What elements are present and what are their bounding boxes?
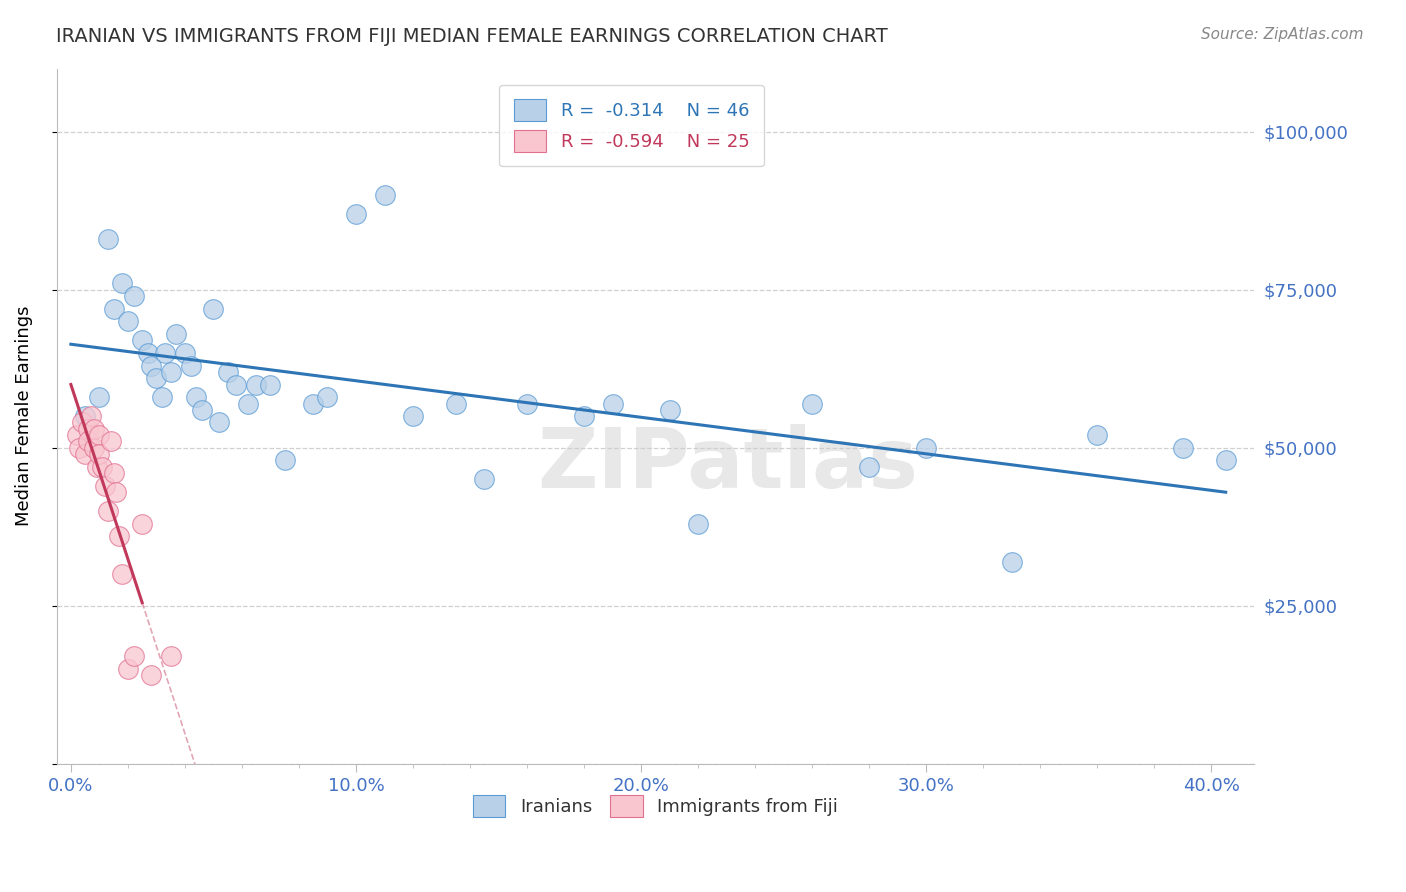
Point xyxy=(108,529,131,543)
Point xyxy=(111,277,134,291)
Point xyxy=(472,472,495,486)
Point xyxy=(202,301,225,316)
Point xyxy=(191,402,214,417)
Point xyxy=(100,434,122,449)
Point xyxy=(274,453,297,467)
Point xyxy=(344,207,367,221)
Point xyxy=(516,396,538,410)
Point xyxy=(97,232,120,246)
Point xyxy=(373,188,395,202)
Point xyxy=(111,567,134,582)
Point xyxy=(94,479,117,493)
Point xyxy=(89,428,111,442)
Point xyxy=(1215,453,1237,467)
Point xyxy=(444,396,467,410)
Point xyxy=(80,409,103,424)
Point xyxy=(159,649,181,664)
Point xyxy=(89,390,111,404)
Point xyxy=(572,409,595,424)
Point xyxy=(105,485,128,500)
Point xyxy=(83,422,105,436)
Point xyxy=(77,434,100,449)
Point xyxy=(225,377,247,392)
Point xyxy=(117,662,139,676)
Point xyxy=(186,390,208,404)
Point xyxy=(180,359,202,373)
Point xyxy=(1171,441,1194,455)
Point xyxy=(302,396,325,410)
Point xyxy=(208,416,231,430)
Point xyxy=(86,459,108,474)
Point xyxy=(1001,555,1024,569)
Point xyxy=(153,346,176,360)
Point xyxy=(259,377,281,392)
Point xyxy=(165,326,187,341)
Point xyxy=(316,390,339,404)
Text: IRANIAN VS IMMIGRANTS FROM FIJI MEDIAN FEMALE EARNINGS CORRELATION CHART: IRANIAN VS IMMIGRANTS FROM FIJI MEDIAN F… xyxy=(56,27,889,45)
Point xyxy=(688,516,710,531)
Point xyxy=(145,371,167,385)
Point xyxy=(122,649,145,664)
Point xyxy=(139,359,162,373)
Text: Source: ZipAtlas.com: Source: ZipAtlas.com xyxy=(1201,27,1364,42)
Point xyxy=(77,422,100,436)
Point xyxy=(139,668,162,682)
Point xyxy=(801,396,824,410)
Point xyxy=(103,466,125,480)
Point xyxy=(602,396,624,410)
Point xyxy=(83,441,105,455)
Point xyxy=(65,428,87,442)
Point xyxy=(131,516,153,531)
Point xyxy=(89,447,111,461)
Point xyxy=(136,346,159,360)
Point xyxy=(159,365,181,379)
Point xyxy=(97,504,120,518)
Point xyxy=(658,402,681,417)
Point xyxy=(217,365,239,379)
Point xyxy=(75,409,97,424)
Point xyxy=(174,346,197,360)
Point xyxy=(131,334,153,348)
Point xyxy=(91,459,114,474)
Text: ZIPatlas: ZIPatlas xyxy=(537,425,918,506)
Point xyxy=(915,441,938,455)
Point xyxy=(402,409,425,424)
Point xyxy=(858,459,880,474)
Point xyxy=(75,447,97,461)
Point xyxy=(236,396,259,410)
Point xyxy=(103,301,125,316)
Point xyxy=(122,289,145,303)
Point xyxy=(1087,428,1109,442)
Y-axis label: Median Female Earnings: Median Female Earnings xyxy=(15,306,32,526)
Point xyxy=(72,416,94,430)
Point xyxy=(150,390,173,404)
Legend: Iranians, Immigrants from Fiji: Iranians, Immigrants from Fiji xyxy=(465,788,845,824)
Point xyxy=(245,377,267,392)
Point xyxy=(67,441,90,455)
Point xyxy=(117,314,139,328)
